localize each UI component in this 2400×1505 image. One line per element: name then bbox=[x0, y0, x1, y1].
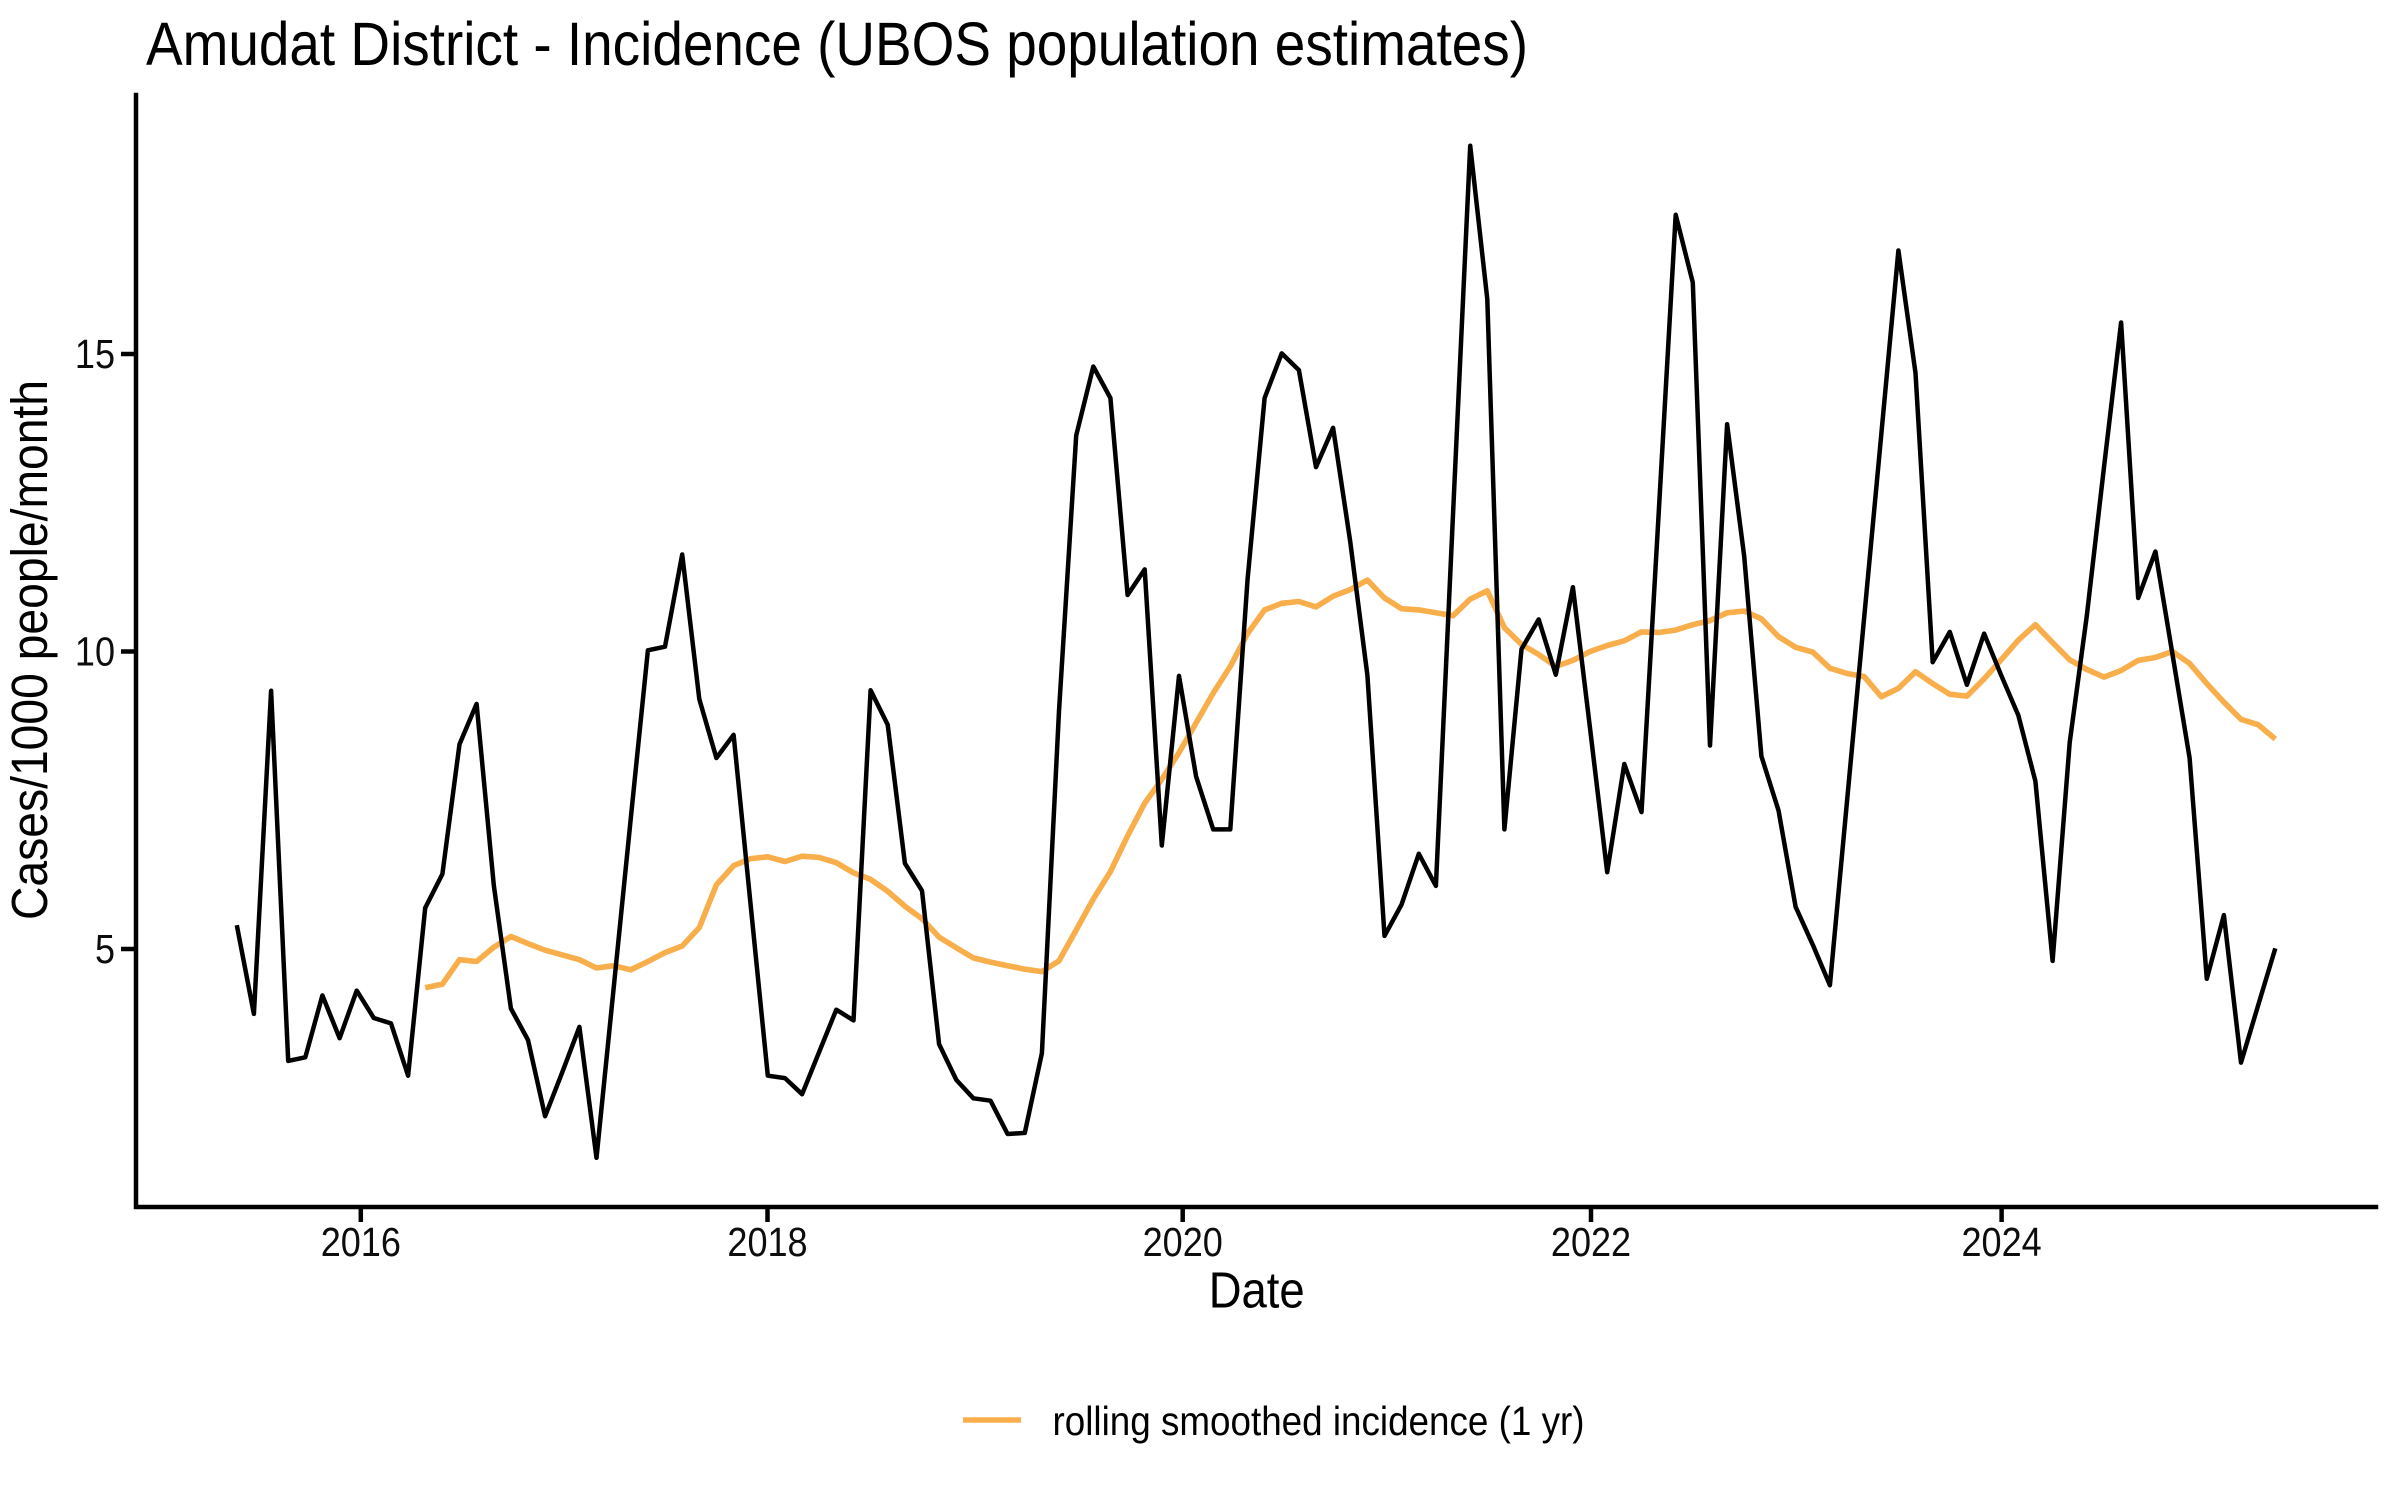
svg-text:2020: 2020 bbox=[1143, 1219, 1223, 1265]
svg-text:Date: Date bbox=[1209, 1262, 1305, 1319]
svg-text:2022: 2022 bbox=[1551, 1219, 1631, 1265]
svg-text:2016: 2016 bbox=[321, 1219, 401, 1265]
svg-text:2018: 2018 bbox=[727, 1219, 807, 1265]
svg-text:5: 5 bbox=[95, 926, 115, 972]
svg-text:rolling smoothed incidence (1: rolling smoothed incidence (1 yr) bbox=[1053, 1398, 1585, 1444]
svg-text:10: 10 bbox=[75, 629, 115, 675]
svg-text:15: 15 bbox=[75, 331, 115, 377]
svg-text:Amudat District - Incidence (U: Amudat District - Incidence (UBOS popula… bbox=[146, 10, 1528, 78]
svg-text:2024: 2024 bbox=[1962, 1219, 2042, 1265]
svg-text:Cases/1000 people/month: Cases/1000 people/month bbox=[1, 380, 58, 920]
